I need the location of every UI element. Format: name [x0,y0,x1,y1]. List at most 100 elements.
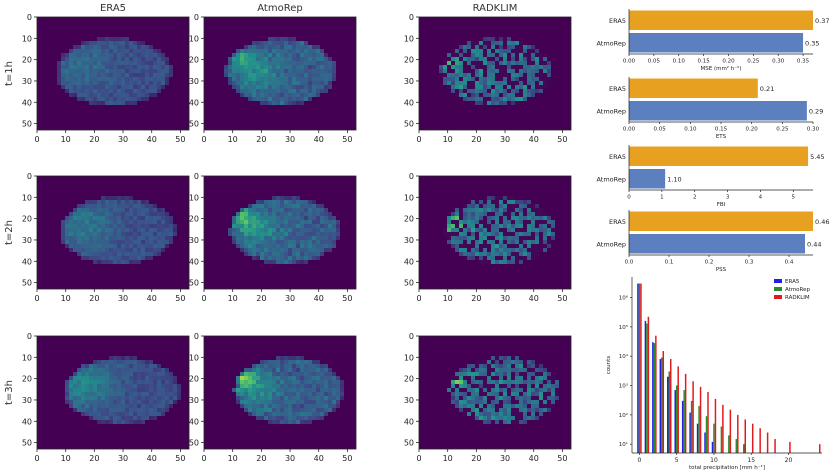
heatmap-cell [455,89,459,93]
heatmap-cell [503,49,507,53]
heatmap-cell [503,376,507,380]
heatmap-cell [300,93,304,97]
heatmap-cell [336,376,340,380]
heatmap-cell [77,384,81,388]
heatmap-cell [256,384,260,388]
heatmap-cell [451,228,455,232]
heatmap-cell [224,69,228,73]
heatmap-cell [240,212,244,216]
heatmap-cell [85,204,89,208]
heatmap-cell [272,376,276,380]
heatmap-cell [463,392,467,396]
heatmap-cell [228,81,232,85]
heatmap-cell [547,65,551,69]
heatmap-cell [296,400,300,404]
heatmap-cell [535,220,539,224]
heatmap-cell [515,240,519,244]
heatmap-cell [121,236,125,240]
heatmap-cell [256,77,260,81]
heatmap-cell [483,388,487,392]
heatmap-cell [268,260,272,264]
heatmap-cell [288,77,292,81]
heatmap-cell [105,396,109,400]
heatmap-cell [300,216,304,220]
heatmap-cell [141,200,145,204]
y-tick-label: 30 [189,396,199,405]
histogram-bar [670,359,672,453]
heatmap-cell [491,53,495,57]
y-tick-label: 10² [619,412,628,419]
histogram-bar [655,335,657,453]
heatmap-cell [137,65,141,69]
heatmap-cell [137,85,141,89]
heatmap-cell [81,384,85,388]
heatmap-cell [165,408,169,412]
heatmap-cell [133,384,137,388]
heatmap-cell [471,49,475,53]
heatmap-cell [539,392,543,396]
heatmap-cell [288,256,292,260]
heatmap-cell [535,81,539,85]
heatmap-cell [157,408,161,412]
heatmap-cell [471,65,475,69]
heatmap-cell [511,420,515,424]
heatmap-cell [97,364,101,368]
heatmap-cell [284,416,288,420]
heatmap-cell [77,252,81,256]
heatmap-cell [161,404,165,408]
heatmap-cell [89,416,93,420]
heatmap-cell [495,368,499,372]
heatmap-cell [284,232,288,236]
heatmap-cell [153,220,157,224]
heatmap-cell [539,224,543,228]
heatmap-cell [149,212,153,216]
heatmap-cell [260,240,264,244]
heatmap-cell [332,384,336,388]
bar-value-label: 0.21 [760,85,774,93]
heatmap-cell [260,404,264,408]
x-tick-label: 50 [557,294,567,303]
heatmap-cell [280,97,284,101]
heatmap-cell [487,236,491,240]
heatmap-cell [511,69,515,73]
panel-frame [203,175,357,290]
y-tick-label: 10 [22,193,32,202]
heatmap-cell [165,232,169,236]
heatmap-cell [248,89,252,93]
heatmap-cell [85,372,89,376]
heatmap-cell [248,368,252,372]
heatmap-cell [73,236,77,240]
heatmap-cell [487,93,491,97]
heatmap-cell [288,200,292,204]
heatmap-cell [523,364,527,368]
heatmap-cell [260,252,264,256]
heatmap-cell [507,41,511,45]
heatmap-cell [69,376,73,380]
heatmap-cell [499,400,503,404]
heatmap-cell [499,41,503,45]
heatmap-cell [268,252,272,256]
heatmap-cell [467,41,471,45]
heatmap-cell [157,73,161,77]
heatmap-cell [288,236,292,240]
heatmap-cell [308,252,312,256]
heatmap-cell [89,240,93,244]
heatmap-cell [280,376,284,380]
histogram-bar [696,423,699,453]
heatmap-cell [320,61,324,65]
heatmap-cell [109,252,113,256]
heatmap-cell [105,65,109,69]
heatmap-cell [539,236,543,240]
heatmap-cell [515,248,519,252]
heatmap-cell [97,392,101,396]
heatmap-cell [268,89,272,93]
heatmap-cell [336,400,340,404]
heatmap-cell [300,360,304,364]
heatmap-cell [125,260,129,264]
heatmap-cell [268,97,272,101]
heatmap-cell [515,400,519,404]
x-tick-label: 30 [500,135,510,144]
heatmap-cell [284,384,288,388]
heatmap-cell [101,236,105,240]
heatmap-cell [97,236,101,240]
